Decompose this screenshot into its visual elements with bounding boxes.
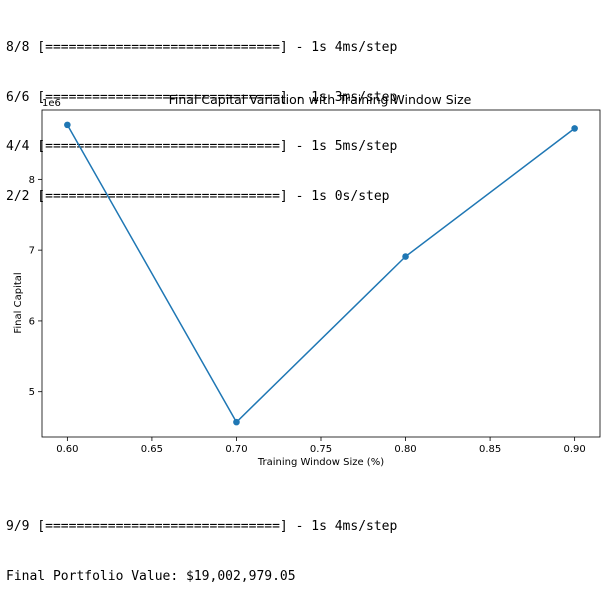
data-point <box>233 418 240 426</box>
x-tick-label: 0.90 <box>564 444 586 455</box>
final-portfolio-value: Final Portfolio Value: $19,002,979.05 <box>6 568 296 584</box>
x-tick-label: 0.65 <box>141 444 163 455</box>
x-tick-label: 0.85 <box>479 444 501 455</box>
console-line: 9/9 [==============================] - 1… <box>6 519 398 534</box>
x-axis-ticks: 0.60 0.65 0.70 0.75 0.80 0.85 0.90 <box>56 437 586 455</box>
y-axis-label: Final Capital <box>13 272 24 333</box>
y-tick-label: 7 <box>29 246 35 257</box>
line-chart: Final Capital Variation with Training Wi… <box>13 92 601 468</box>
x-tick-label: 0.80 <box>394 444 416 455</box>
data-point <box>402 253 409 260</box>
plot-frame <box>41 109 601 438</box>
x-tick-label: 0.60 <box>56 444 78 455</box>
y-axis-ticks: 5 6 7 8 <box>29 175 42 398</box>
y-tick-label: 6 <box>29 316 35 327</box>
x-tick-label: 0.70 <box>225 444 247 455</box>
console-output-top: 8/8 [==============================] - 1… <box>6 7 397 222</box>
plot-axes <box>41 109 601 438</box>
console-line: 4/4 [==============================] - 1… <box>6 139 398 154</box>
x-tick-label: 0.75 <box>310 444 332 455</box>
data-series <box>64 121 578 426</box>
console-output-bottom: 9/9 [==============================] - 1… <box>6 486 397 602</box>
series-line <box>66 124 576 424</box>
y-tick-label: 5 <box>29 387 35 398</box>
data-point <box>64 121 71 129</box>
y-axis-offset-label: 1e6 <box>42 98 61 109</box>
y-tick-label: 8 <box>29 175 35 186</box>
data-point <box>571 125 578 132</box>
console-line: 8/8 [==============================] - 1… <box>6 40 398 55</box>
x-axis-label: Training Window Size (%) <box>257 457 384 468</box>
chart-title: Final Capital Variation with Training Wi… <box>169 92 472 107</box>
console-line: 6/6 [==============================] - 1… <box>6 89 398 105</box>
console-line: 2/2 [==============================] - 1… <box>6 188 390 204</box>
